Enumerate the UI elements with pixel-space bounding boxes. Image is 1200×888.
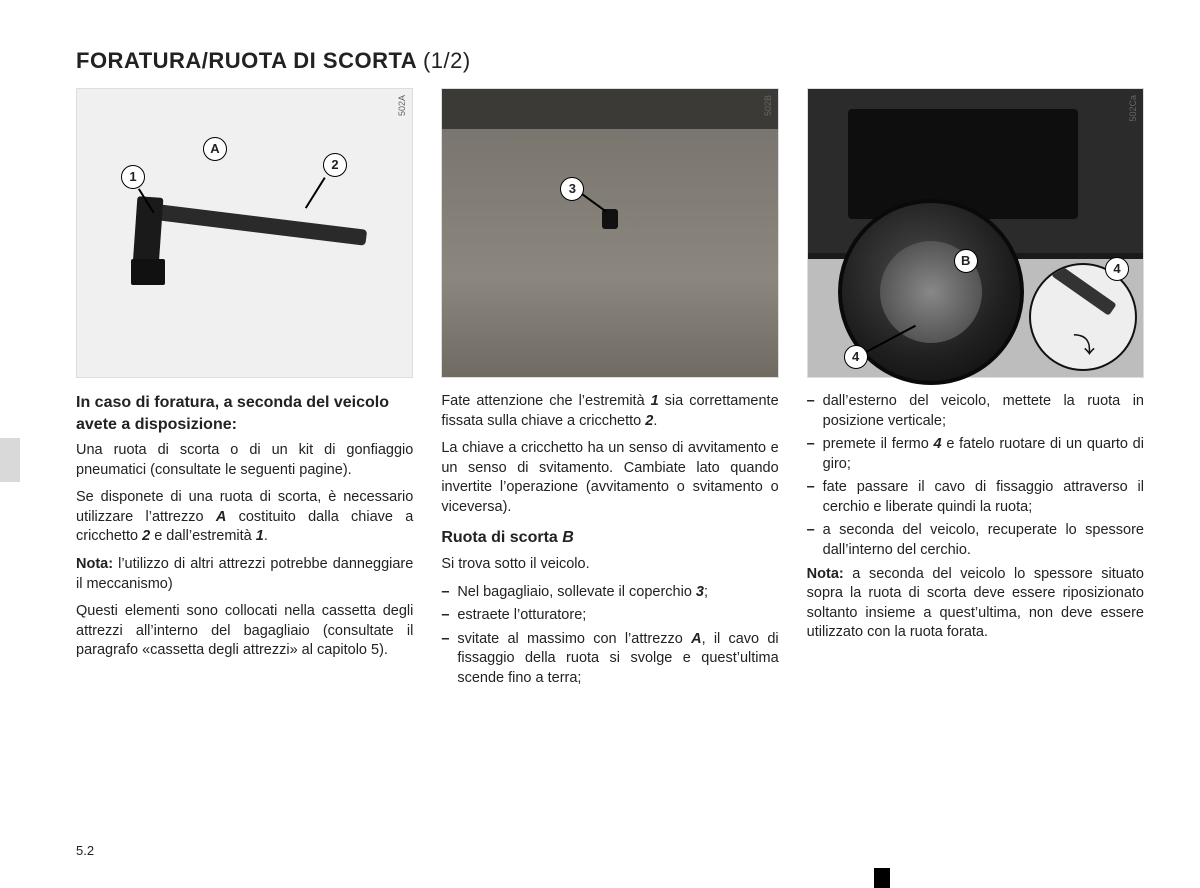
col1-p3: Questi elementi sono collocati nella cas… [76,602,413,661]
ref-1: 1 [256,528,264,544]
callout-1: 1 [121,165,145,189]
rotate-arrow-icon: ⤵ [1073,331,1095,361]
trunk-floor [442,129,777,377]
col1-p2: Se disponete di una ruota di scorta, è n… [76,488,413,547]
col2-p2: La chiave a cricchetto ha un senso di av… [441,439,778,517]
figure-code: 502Ca [1127,95,1139,122]
ref-A: A [216,509,226,525]
t: . [653,413,657,429]
list-item: estraete l’otturatore; [441,606,778,626]
title-main: FORATURA/RUOTA DI SCORTA [76,48,423,73]
tool-handle-shape [157,204,367,245]
ref-3: 3 [696,584,704,600]
t: . [264,528,268,544]
figure-3-wheel: 502Ca B 4 ⤵ 4 [807,88,1144,378]
list-item: svitate al massimo con l’attrezzo A, il … [441,630,778,689]
col1-heading: In caso di foratura, a seconda del veico… [76,392,413,435]
col1-p1: Una ruota di scorta o di un kit di gonfi… [76,441,413,480]
car-opening [848,109,1078,219]
section-edge-tab [0,438,20,482]
col2-p3: Si trova sotto il veicolo. [441,555,778,575]
column-3: 502Ca B 4 ⤵ 4 dall’esterno del veicolo, … [807,88,1144,692]
t: Nel bagagliaio, sollevate il coperchio [457,584,696,600]
callout-4: 4 [844,345,868,369]
t: Fate attenzione che l’estremità [441,393,650,409]
callout-A: A [203,137,227,161]
page-number: 5.2 [76,843,94,858]
callout-4-inset: 4 [1105,257,1129,281]
t: premete il fermo [823,436,934,452]
figure-1-tool: 502A A 1 2 [76,88,413,378]
leader-2 [305,177,325,208]
cover-clip [602,209,618,229]
t: Ruota di scorta [441,529,562,546]
ref-2: 2 [142,528,150,544]
title-suffix: (1/2) [423,48,471,73]
figure-2-trunk: 502B 3 [441,88,778,378]
note-label: Nota: [807,566,844,582]
list-item: Nel bagagliaio, sollevate il coperchio 3… [441,583,778,603]
ref-A: A [691,631,701,647]
col3-note: Nota: a seconda del veicolo lo spessore … [807,565,1144,643]
footer-crop-mark [874,868,890,888]
note-text: l’utilizzo di altri attrezzi potrebbe da… [76,556,413,592]
callout-B: B [954,249,978,273]
col3-list: dall’esterno del veicolo, mettete la ruo… [807,392,1144,561]
list-item: fate passare il cavo di fissaggio attrav… [807,478,1144,517]
t: ; [704,584,708,600]
col2-p1: Fate attenzione che l’estremità 1 sia co… [441,392,778,431]
t: e dall’estremità [150,528,256,544]
ref-4: 4 [934,436,942,452]
list-item: dall’esterno del veicolo, mettete la ruo… [807,392,1144,431]
list-item: a seconda del veicolo, recuperate lo spe… [807,521,1144,560]
page-title: FORATURA/RUOTA DI SCORTA (1/2) [76,48,1144,74]
ref-1: 1 [651,393,659,409]
trunk-back [442,89,777,129]
t: svitate al massimo con l’attrezzo [457,631,691,647]
column-2: 502B 3 Fate attenzione che l’estremità 1… [441,88,778,692]
col2-list: Nel bagagliaio, sollevate il coperchio 3… [441,583,778,689]
note-label: Nota: [76,556,113,572]
col1-note: Nota: l’utilizzo di altri attrezzi potre… [76,555,413,594]
figure-code: 502A [396,95,408,116]
figure-code: 502B [762,95,774,116]
ref-B: B [562,529,574,546]
col2-heading: Ruota di scorta B [441,527,778,549]
note-text: a seconda del veicolo lo spessore situat… [807,566,1144,641]
list-item: premete il fermo 4 e fatelo ruotare di u… [807,435,1144,474]
callout-2: 2 [323,153,347,177]
tool-cap-shape [131,259,165,285]
content-columns: 502A A 1 2 In caso di foratura, a second… [76,88,1144,692]
column-1: 502A A 1 2 In caso di foratura, a second… [76,88,413,692]
tool-socket-shape [133,196,164,268]
